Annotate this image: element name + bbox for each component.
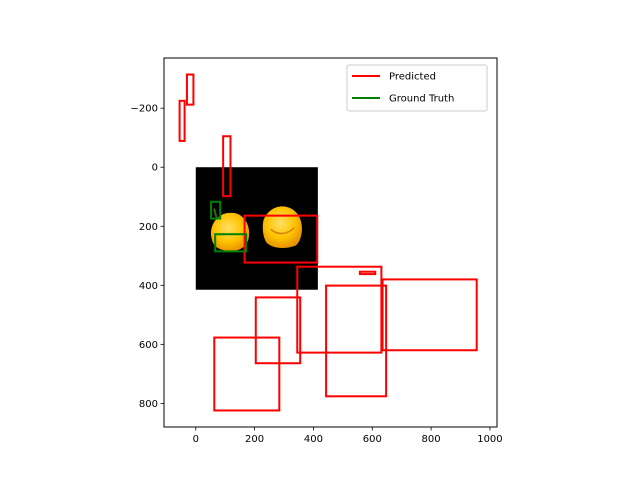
predicted-box-9 xyxy=(325,284,388,398)
axes-frame xyxy=(163,57,498,428)
predicted-box-4 xyxy=(243,214,319,264)
pepper-right-fold xyxy=(270,227,295,235)
y-tick-label-600: 600 xyxy=(139,340,158,351)
y-axis: −200 0 200 400 600 800 xyxy=(131,104,164,410)
ground-truth-box-1 xyxy=(210,200,222,220)
predicted-box-6 xyxy=(358,270,377,276)
legend-label-ground-truth: Ground Truth xyxy=(389,94,454,105)
legend-label-predicted: Predicted xyxy=(389,72,436,83)
y-tick-label-800: 800 xyxy=(139,399,158,410)
y-tick-label-200: 200 xyxy=(139,222,158,233)
ground-truth-box-2 xyxy=(214,233,248,253)
predicted-box-1 xyxy=(178,99,186,142)
x-tick-label-1000: 1000 xyxy=(477,434,502,445)
x-tick-label-800: 800 xyxy=(422,434,441,445)
predicted-box-10 xyxy=(213,336,281,412)
legend: Predicted Ground Truth xyxy=(346,64,488,112)
legend-frame xyxy=(346,64,488,112)
x-tick-label-0: 0 xyxy=(193,434,199,445)
predicted-box-8 xyxy=(254,296,302,365)
x-tick-label-400: 400 xyxy=(304,434,323,445)
pepper-left-stem xyxy=(213,208,218,220)
predicted-box-2 xyxy=(185,73,195,106)
y-tick-label-400: 400 xyxy=(139,281,158,292)
x-tick-label-600: 600 xyxy=(363,434,382,445)
x-axis: 0 200 400 600 800 1000 xyxy=(193,427,503,445)
pepper-right xyxy=(262,206,302,249)
y-tick-label-0: 0 xyxy=(152,163,158,174)
predicted-box-3 xyxy=(222,135,232,198)
pepper-left xyxy=(211,212,250,252)
predicted-box-5 xyxy=(296,265,383,354)
x-tick-label-200: 200 xyxy=(245,434,264,445)
y-tick-label--200: −200 xyxy=(131,104,158,115)
predicted-box-7 xyxy=(381,278,478,352)
bounding-boxes xyxy=(178,73,478,412)
photo-image xyxy=(195,167,318,290)
